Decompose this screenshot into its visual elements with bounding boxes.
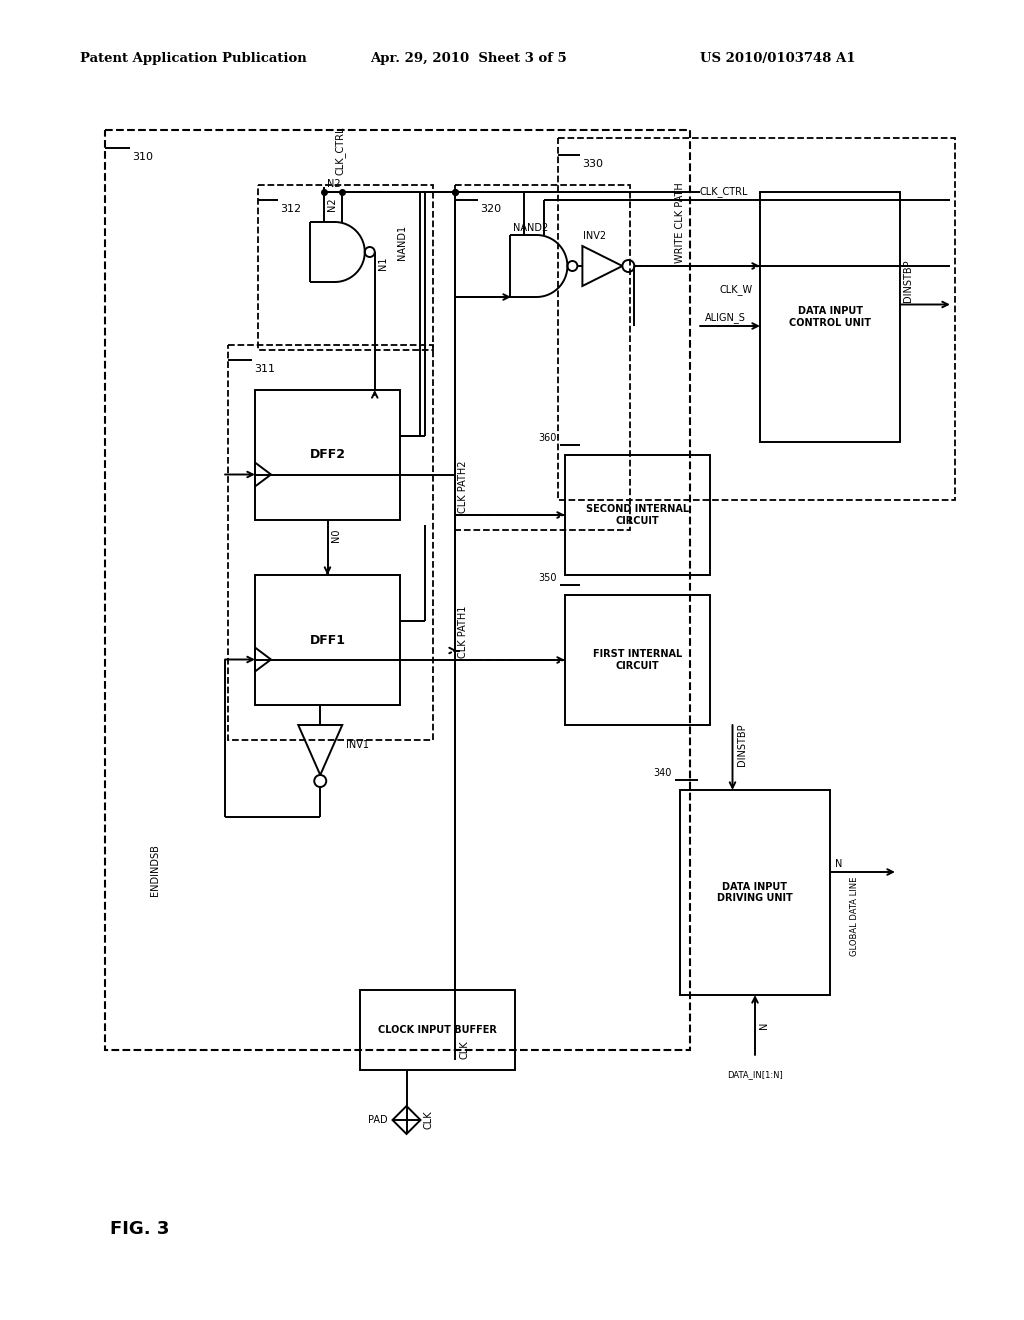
Text: 310: 310 (132, 152, 153, 162)
Text: FIRST INTERNAL
CIRCUIT: FIRST INTERNAL CIRCUIT (593, 649, 682, 671)
Text: 311: 311 (254, 364, 275, 374)
Text: INV2: INV2 (583, 231, 606, 242)
Text: N1: N1 (378, 257, 388, 271)
Bar (565, 595, 710, 725)
Text: 330: 330 (582, 158, 603, 169)
Bar (558, 139, 955, 500)
Text: DATA INPUT
CONTROL UNIT: DATA INPUT CONTROL UNIT (790, 306, 871, 327)
Text: DFF2: DFF2 (309, 449, 345, 462)
Bar (360, 990, 515, 1071)
Text: ENDINDSB: ENDINDSB (150, 843, 160, 896)
Text: CLK: CLK (424, 1110, 433, 1130)
Bar (255, 576, 400, 705)
Text: INV1: INV1 (346, 741, 370, 750)
Text: CLK: CLK (459, 1040, 469, 1060)
Text: WRITE CLK PATH: WRITE CLK PATH (675, 182, 685, 263)
Text: N: N (835, 859, 843, 869)
Text: 312: 312 (280, 205, 301, 214)
Text: GLOBAL DATA LINE: GLOBAL DATA LINE (850, 876, 859, 957)
Text: DATA INPUT
DRIVING UNIT: DATA INPUT DRIVING UNIT (717, 882, 793, 903)
Bar (105, 129, 690, 1049)
Text: N2: N2 (327, 197, 337, 211)
Text: PAD: PAD (368, 1115, 387, 1125)
Text: CLK PATH2: CLK PATH2 (458, 461, 468, 513)
Bar (760, 191, 900, 442)
Text: Apr. 29, 2010  Sheet 3 of 5: Apr. 29, 2010 Sheet 3 of 5 (370, 51, 566, 65)
Text: N0: N0 (331, 528, 341, 541)
Bar (455, 185, 630, 531)
Text: 320: 320 (480, 205, 501, 214)
Text: CLK_CTRL: CLK_CTRL (700, 186, 749, 197)
Text: DINSTBP: DINSTBP (736, 723, 746, 767)
Text: DFF1: DFF1 (309, 634, 345, 647)
Bar (258, 185, 433, 350)
Text: CLK_CTRL: CLK_CTRL (335, 127, 345, 176)
Text: 350: 350 (539, 573, 557, 583)
Bar (680, 789, 830, 995)
Text: CLK_W: CLK_W (720, 284, 753, 294)
Text: CLOCK INPUT BUFFER: CLOCK INPUT BUFFER (378, 1026, 497, 1035)
Bar (255, 389, 400, 520)
Text: SECOND INTERNAL
CIRCUIT: SECOND INTERNAL CIRCUIT (586, 504, 689, 525)
Text: ALIGN_S: ALIGN_S (705, 312, 745, 323)
Text: NAND1: NAND1 (397, 224, 407, 260)
Text: DINSTBP: DINSTBP (903, 259, 913, 301)
Bar (565, 455, 710, 576)
Text: N2: N2 (327, 180, 340, 189)
Text: US 2010/0103748 A1: US 2010/0103748 A1 (700, 51, 855, 65)
Text: 340: 340 (653, 768, 672, 777)
Text: 360: 360 (539, 433, 557, 444)
Text: NAND2: NAND2 (513, 223, 548, 234)
Text: N: N (759, 1022, 769, 1028)
Text: DATA_IN[1:N]: DATA_IN[1:N] (727, 1071, 783, 1078)
Text: FIG. 3: FIG. 3 (110, 1220, 169, 1238)
Text: CLK PATH1: CLK PATH1 (458, 606, 468, 657)
Bar (228, 345, 433, 741)
Text: Patent Application Publication: Patent Application Publication (80, 51, 307, 65)
